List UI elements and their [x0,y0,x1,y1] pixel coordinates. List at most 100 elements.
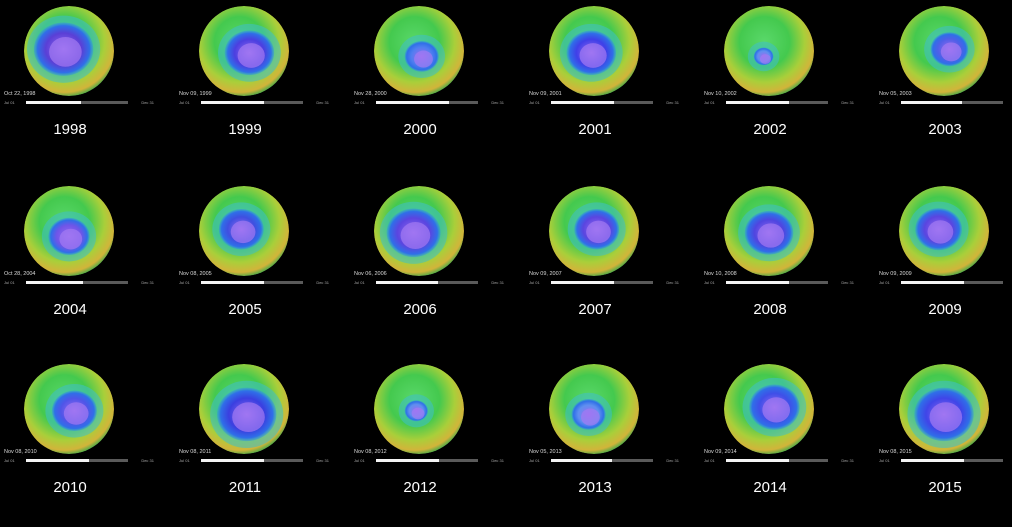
ozone-panel-2001: Nov 09, 2001 Jul 01 Dec 31 2001 [525,0,693,169]
season-timeline: Jul 01 Dec 31 [354,99,504,107]
timeline-end-label: Dec 31 [841,458,854,463]
timeline-end-label: Dec 31 [841,100,854,105]
ozone-panel-2002: Nov 10, 2002 Jul 01 Dec 31 2002 [700,0,868,169]
season-timeline: Jul 01 Dec 31 [704,99,854,107]
ozone-globe-image [724,6,814,96]
season-timeline: Jul 01 Dec 31 [529,279,679,287]
date-label: Nov 08, 2010 [4,449,37,455]
year-label: 2008 [753,301,787,318]
timeline-end-label: Dec 31 [141,280,154,285]
timeline-end-label: Dec 31 [491,100,504,105]
date-label: Nov 09, 2007 [529,271,562,277]
timeline-progress [551,459,613,462]
ozone-globe-image [374,186,464,276]
season-timeline: Jul 01 Dec 31 [704,457,854,465]
timeline-track [901,101,1003,104]
timeline-end-label: Dec 31 [666,458,679,463]
timeline-end-label: Dec 31 [316,280,329,285]
ozone-globe-image [199,186,289,276]
ozone-panel-2012: Nov 08, 2012 Jul 01 Dec 31 2012 [350,358,518,527]
ozone-globe-image [724,186,814,276]
timeline-end-label: Dec 31 [666,100,679,105]
year-label: 2014 [753,479,787,496]
date-label: Nov 08, 2005 [179,271,212,277]
timeline-progress [901,459,965,462]
ozone-panel-2007: Nov 09, 2007 Jul 01 Dec 31 2007 [525,180,693,349]
timeline-track [901,281,1003,284]
timeline-progress [376,281,439,284]
timeline-progress [201,101,265,104]
year-label: 2001 [578,121,612,138]
ozone-globe-image [199,364,289,454]
ozone-panel-2006: Nov 06, 2006 Jul 01 Dec 31 2006 [350,180,518,349]
timeline-start-label: Jul 01 [354,100,365,105]
timeline-track [201,459,303,462]
timeline-start-label: Jul 01 [179,280,190,285]
timeline-start-label: Jul 01 [704,100,715,105]
season-timeline: Jul 01 Dec 31 [179,279,329,287]
ozone-globe-image [24,186,114,276]
timeline-start-label: Jul 01 [704,280,715,285]
ozone-globe-image [549,6,639,96]
timeline-track [901,459,1003,462]
date-label: Nov 09, 2001 [529,91,562,97]
timeline-end-label: Dec 31 [491,458,504,463]
timeline-end-label: Dec 31 [316,100,329,105]
year-label: 2000 [403,121,437,138]
timeline-progress [376,459,440,462]
timeline-start-label: Jul 01 [879,100,890,105]
ozone-globe-image [24,364,114,454]
timeline-start-label: Jul 01 [704,458,715,463]
timeline-track [376,281,478,284]
ozone-globe-image [24,6,114,96]
year-label: 2012 [403,479,437,496]
ozone-panel-2014: Nov 09, 2014 Jul 01 Dec 31 2014 [700,358,868,527]
date-label: Nov 28, 2000 [354,91,387,97]
timeline-track [551,459,653,462]
date-label: Nov 08, 2011 [179,449,212,455]
ozone-panel-1998: Oct 22, 1998 Jul 01 Dec 31 1998 [0,0,168,169]
timeline-progress [26,101,82,104]
timeline-track [26,459,128,462]
timeline-end-label: Dec 31 [491,280,504,285]
year-label: 2007 [578,301,612,318]
ozone-globe-image [899,364,989,454]
year-label: 1998 [53,121,87,138]
date-label: Nov 10, 2008 [704,271,737,277]
timeline-progress [726,281,790,284]
year-label: 2003 [928,121,962,138]
timeline-track [551,101,653,104]
timeline-progress [901,101,963,104]
timeline-start-label: Jul 01 [4,458,15,463]
timeline-end-label: Dec 31 [141,100,154,105]
year-label: 1999 [228,121,262,138]
timeline-end-label: Dec 31 [666,280,679,285]
timeline-start-label: Jul 01 [529,280,540,285]
timeline-progress [901,281,965,284]
timeline-progress [551,281,615,284]
timeline-progress [26,281,84,284]
year-label: 2011 [228,479,262,496]
ozone-panel-2008: Nov 10, 2008 Jul 01 Dec 31 2008 [700,180,868,349]
timeline-progress [551,101,615,104]
year-label: 2002 [753,121,787,138]
ozone-panel-2013: Nov 05, 2013 Jul 01 Dec 31 2013 [525,358,693,527]
date-label: Nov 08, 2015 [879,449,912,455]
timeline-track [376,101,478,104]
timeline-start-label: Jul 01 [879,280,890,285]
ozone-panel-2005: Nov 08, 2005 Jul 01 Dec 31 2005 [175,180,343,349]
timeline-start-label: Jul 01 [354,458,365,463]
date-label: Nov 09, 2014 [704,449,737,455]
timeline-track [726,101,828,104]
